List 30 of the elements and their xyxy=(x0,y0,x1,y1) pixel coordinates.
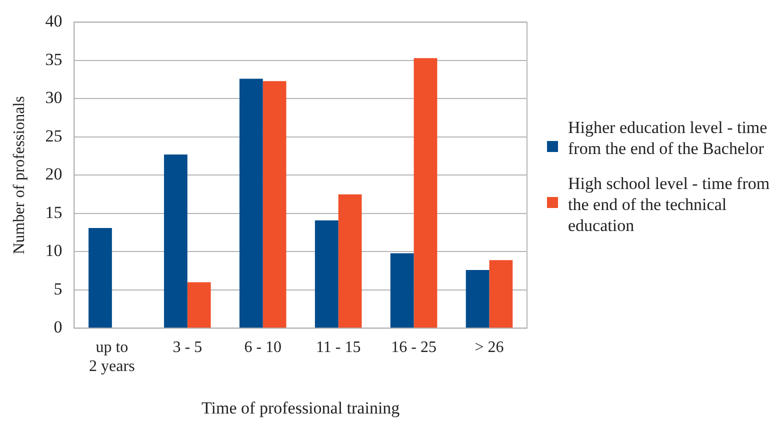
bar xyxy=(390,253,414,328)
y-tick-label: 30 xyxy=(45,88,62,108)
y-tick-label: 35 xyxy=(45,50,62,69)
x-tick-label: 11 - 15 xyxy=(316,339,361,356)
bar xyxy=(88,228,112,328)
bar xyxy=(489,260,513,328)
bar xyxy=(466,270,490,328)
x-tick-label: up to 2 years xyxy=(89,339,135,376)
y-tick-label: 20 xyxy=(45,164,62,184)
bar xyxy=(164,154,188,328)
bar xyxy=(187,282,211,328)
bar xyxy=(314,220,338,328)
x-tick-label: 3 - 5 xyxy=(172,339,202,356)
y-tick-label: 40 xyxy=(45,12,62,31)
y-axis-title: Number of professionals xyxy=(10,96,28,254)
bar xyxy=(239,78,263,328)
y-tick-label: 10 xyxy=(45,241,62,260)
y-tick-label: 25 xyxy=(45,126,62,146)
x-tick-label: 6 - 10 xyxy=(244,339,282,356)
y-tick-label: 0 xyxy=(54,318,62,337)
legend-label: Higher education level - time from the end of the Bachelor xyxy=(568,116,768,159)
bar xyxy=(262,81,286,328)
x-tick-label: > 26 xyxy=(474,339,504,356)
y-tick-label: 5 xyxy=(54,279,62,298)
bar xyxy=(338,194,362,328)
y-tick-label: 15 xyxy=(45,202,62,222)
legend-label: High school level - time from the end of the technical education xyxy=(568,172,771,236)
x-tick-label: 16 - 25 xyxy=(391,339,436,356)
x-axis-title: Time of professional training xyxy=(202,398,400,418)
bar xyxy=(414,58,438,328)
